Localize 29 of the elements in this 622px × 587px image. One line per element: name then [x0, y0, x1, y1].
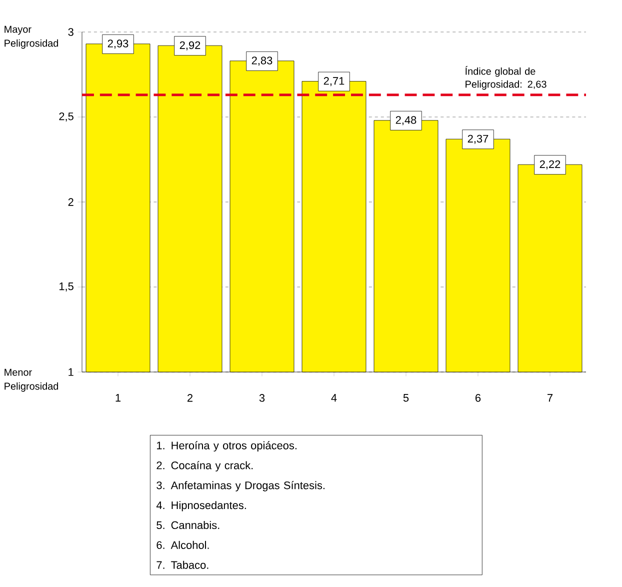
ref-line-label: Índice global de Peligrosidad: 2,63 — [465, 66, 546, 90]
y-tick-label: 1 — [68, 368, 74, 376]
text: Mayor Peligrosidad — [4, 26, 58, 49]
y-tick-label: 2 — [68, 198, 74, 206]
x-tick-label: 6 — [476, 394, 481, 402]
text: 6. Alcohol. — [156, 540, 209, 549]
data-label: 2,48 — [396, 116, 416, 126]
x-tick-label: 2 — [188, 394, 192, 402]
x-tick-label: 3 — [259, 394, 265, 402]
text: 7. Tabaco. — [156, 560, 208, 569]
y-tick-label: 3 — [68, 28, 74, 36]
data-label: 2,37 — [468, 134, 488, 144]
text: 3. Anfetaminas y Drogas Síntesis. — [156, 481, 324, 492]
text: 4. Hipnosedantes. — [156, 501, 246, 512]
data-label: 2,93 — [108, 40, 128, 49]
x-tick-label: 7 — [548, 394, 552, 402]
data-label: 2,71 — [324, 77, 344, 86]
data-label: 2,83 — [252, 56, 272, 66]
x-tick-label: 1 — [116, 394, 121, 402]
text: 1. Heroína y otros opiáceos. — [157, 441, 296, 452]
data-label: 2,22 — [540, 160, 560, 170]
y-tick-label: 2,5 — [59, 112, 74, 122]
text: Menor Peligrosidad — [4, 368, 58, 392]
x-tick-label: 4 — [331, 394, 337, 402]
x-tick-label: 5 — [403, 394, 409, 402]
text: 5. Cannabis. — [156, 521, 220, 530]
data-label: 2,92 — [180, 41, 200, 50]
text: 2. Cocaína y crack. — [156, 461, 253, 472]
y-tick-label: 1,5 — [59, 282, 74, 292]
